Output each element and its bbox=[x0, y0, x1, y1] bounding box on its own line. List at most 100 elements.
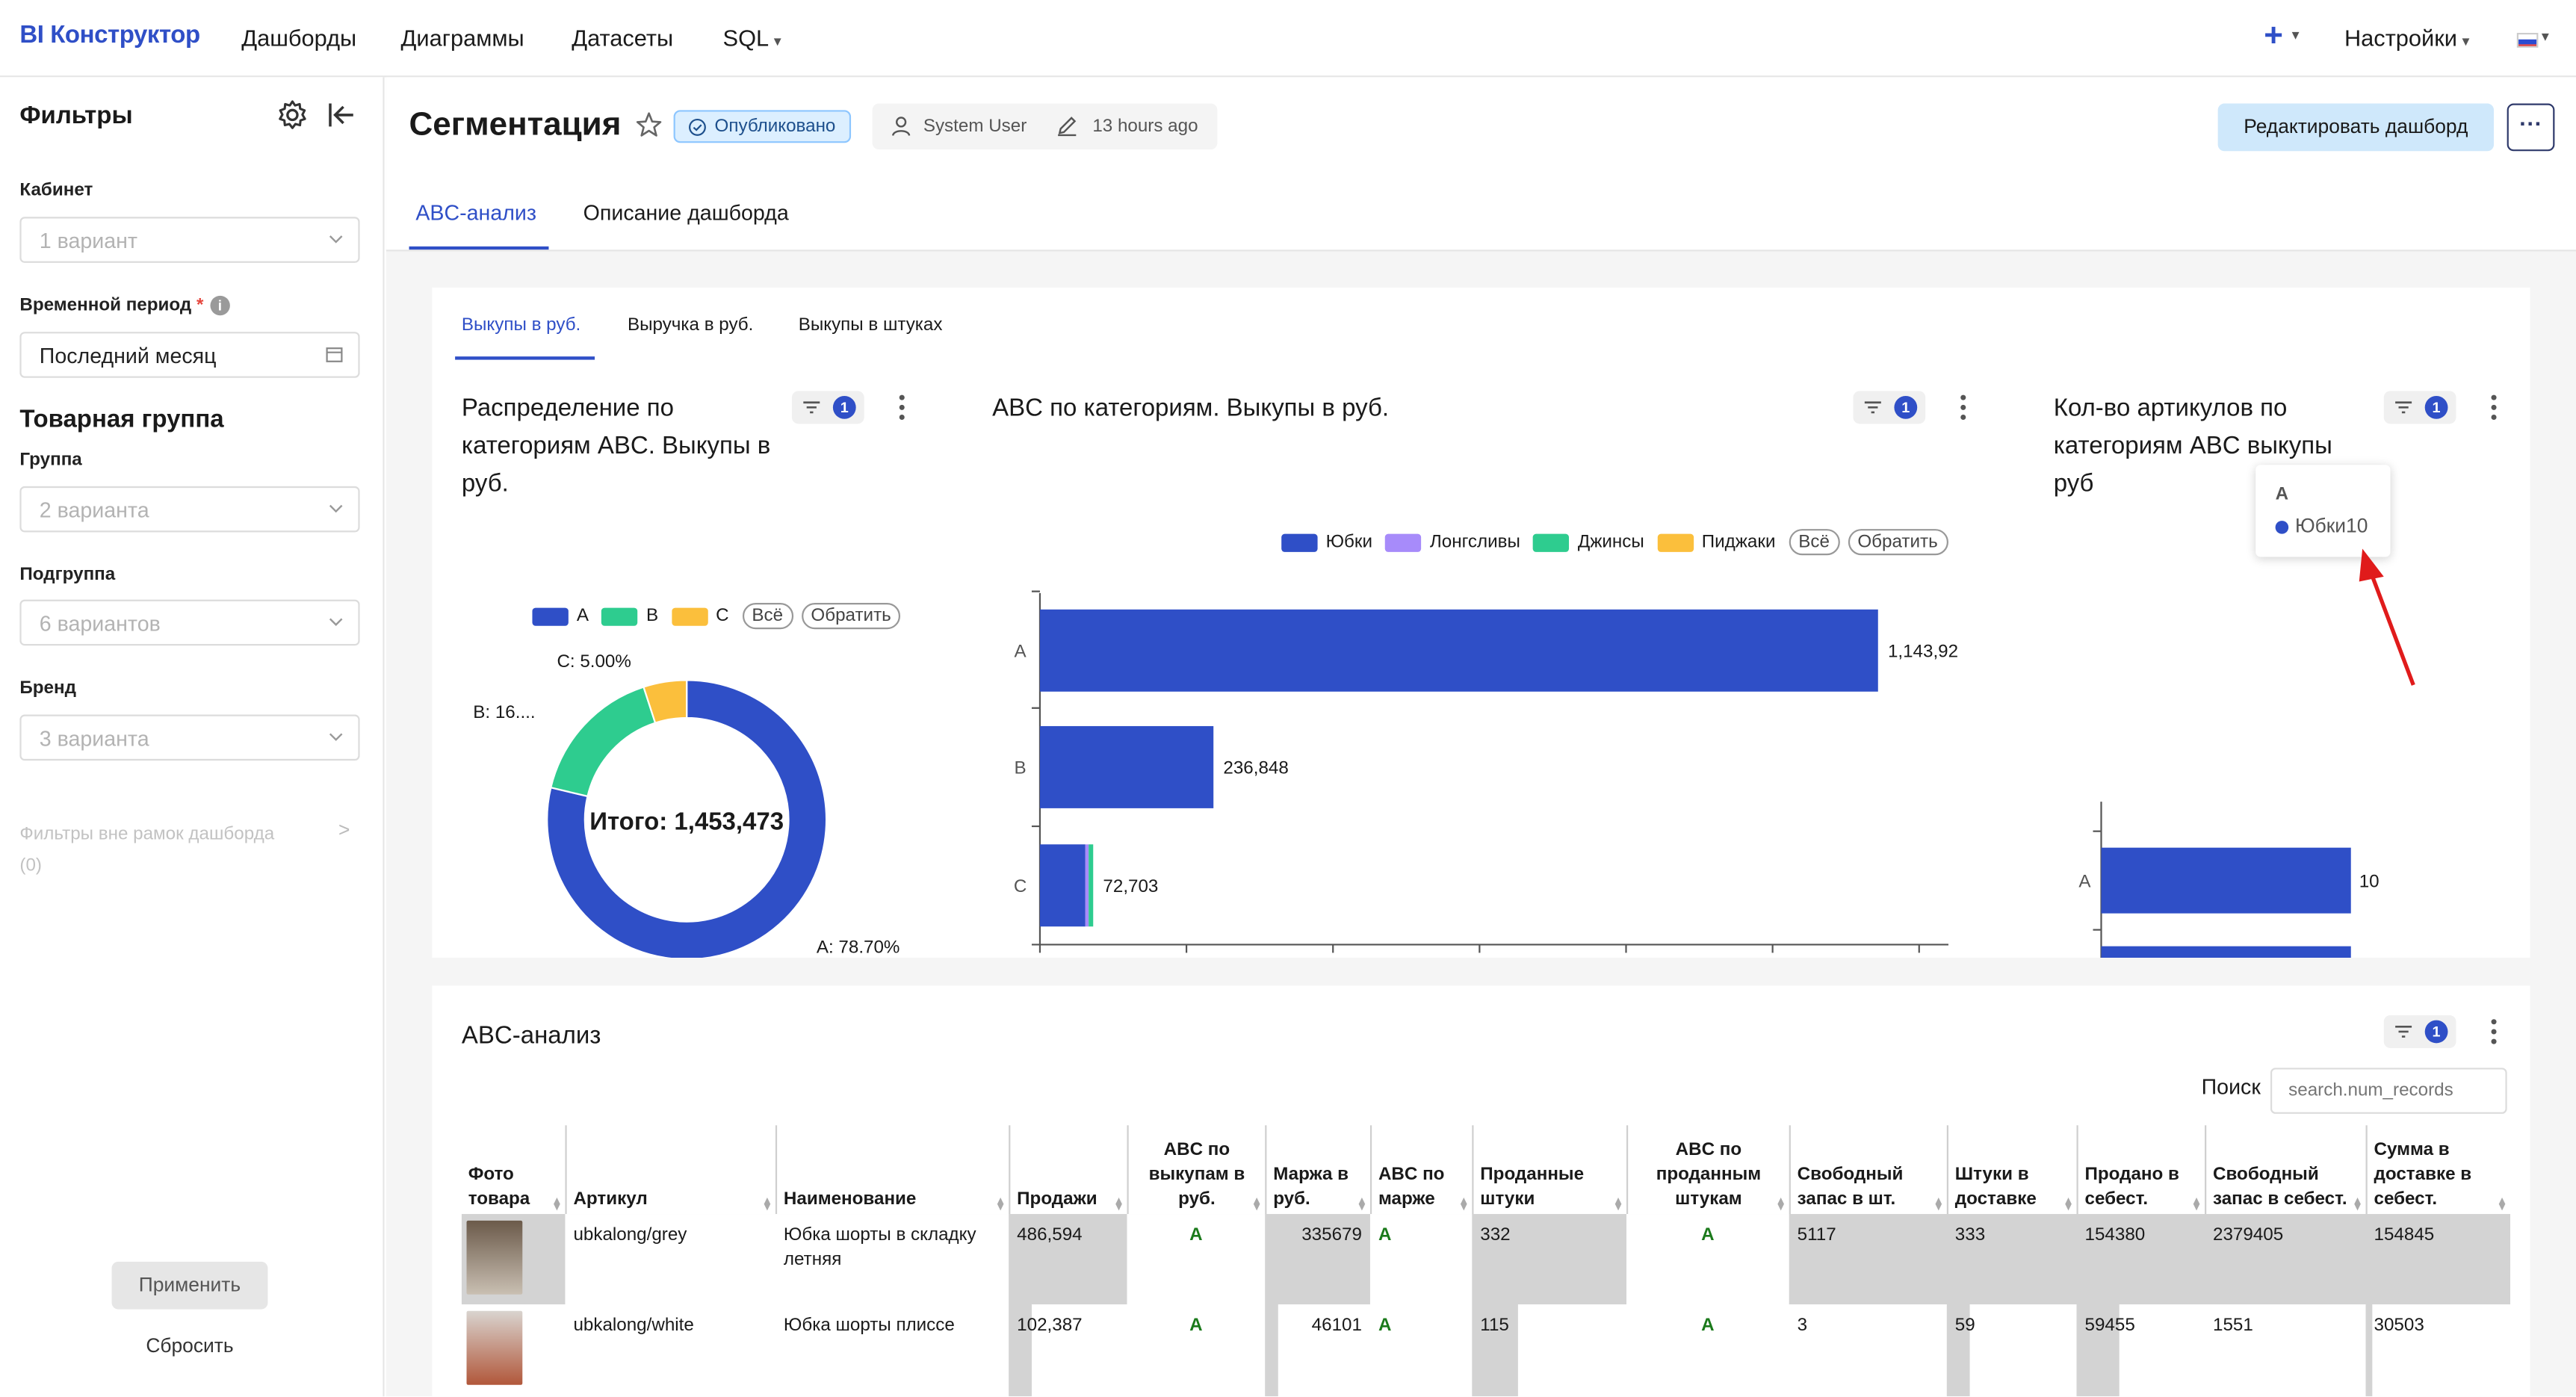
donut-center-label: Итого: 1,453,473 bbox=[589, 807, 784, 834]
sort-icon[interactable]: ▴ ▾ bbox=[997, 1192, 1004, 1215]
sort-icon[interactable]: ▴ ▾ bbox=[1253, 1192, 1260, 1215]
caret-down-icon[interactable]: ▾ bbox=[2541, 28, 2549, 45]
nav-charts[interactable]: Диаграммы bbox=[400, 24, 524, 52]
tab-description[interactable]: Описание дашборда bbox=[583, 200, 789, 226]
column-header[interactable]: Сумма в доставке в себест. ▴ ▾ bbox=[2365, 1125, 2511, 1219]
sort-icon[interactable]: ▴ ▾ bbox=[1358, 1192, 1366, 1215]
column-header[interactable]: Продажи ▴ ▾ bbox=[1009, 1125, 1127, 1219]
column-header-label: Продано в себест. bbox=[2084, 1165, 2179, 1209]
kebab-menu-icon[interactable] bbox=[895, 393, 908, 423]
kebab-menu-icon[interactable] bbox=[2487, 1017, 2501, 1047]
cell-bg bbox=[565, 1214, 1009, 1304]
subgroup-select[interactable]: 6 вариантов bbox=[19, 599, 360, 646]
product-photo[interactable] bbox=[466, 1310, 523, 1385]
column-header[interactable]: Свободный запас в шт. ▴ ▾ bbox=[1789, 1125, 1947, 1219]
sort-icon[interactable]: ▴ ▾ bbox=[1115, 1192, 1122, 1215]
info-icon[interactable]: i bbox=[210, 295, 230, 316]
legend-invert-button[interactable]: Обратить bbox=[1848, 529, 1948, 556]
chevron-right-icon[interactable]: > bbox=[338, 818, 350, 841]
sort-icon[interactable]: ▴ ▾ bbox=[554, 1192, 560, 1215]
nav-datasets[interactable]: Датасеты bbox=[572, 24, 674, 52]
legend-all-button[interactable]: Всё bbox=[1789, 529, 1840, 556]
legend-all-button[interactable]: Всё bbox=[742, 603, 793, 630]
legend-invert-button[interactable]: Обратить bbox=[801, 603, 901, 630]
table-cell: Юбка шорты в складку летняя bbox=[783, 1225, 976, 1270]
brand-select[interactable]: 3 варианта bbox=[19, 714, 360, 761]
legend-item-jeans[interactable]: Джинсы bbox=[1533, 532, 1644, 552]
legend-item-skirts[interactable]: Юбки bbox=[1281, 532, 1372, 552]
collapse-sidebar-icon[interactable] bbox=[325, 99, 358, 131]
table-cell: 486,594 bbox=[1017, 1225, 1083, 1245]
column-header[interactable]: ABC по марже ▴ ▾ bbox=[1369, 1125, 1472, 1219]
app-logo[interactable]: BI Конструктор bbox=[19, 21, 200, 49]
apply-button[interactable]: Применить bbox=[111, 1261, 268, 1310]
sort-icon[interactable]: ▴ ▾ bbox=[764, 1192, 771, 1215]
period-value: Последний месяц bbox=[39, 343, 217, 368]
subtab-buyouts-rub[interactable]: Выкупы в руб. bbox=[461, 315, 581, 335]
sort-icon[interactable]: ▴ ▾ bbox=[1777, 1192, 1785, 1215]
legend-item-longsleeves[interactable]: Лонгсливы bbox=[1385, 532, 1520, 552]
table-cell: A bbox=[1189, 1316, 1203, 1336]
sort-icon[interactable]: ▴ ▾ bbox=[2498, 1192, 2506, 1215]
column-header[interactable]: Маржа в руб. ▴ ▾ bbox=[1265, 1125, 1370, 1219]
tab-abc-analysis[interactable]: ABC-анализ bbox=[415, 200, 537, 226]
kebab-menu-icon[interactable] bbox=[2487, 393, 2501, 423]
period-select[interactable]: Последний месяц bbox=[19, 332, 360, 378]
column-header[interactable]: Артикул ▴ ▾ bbox=[565, 1125, 775, 1219]
column-header[interactable]: Продано в себест. ▴ ▾ bbox=[2076, 1125, 2205, 1219]
reset-button[interactable]: Сбросить bbox=[146, 1334, 234, 1357]
subtab-revenue-rub[interactable]: Выручка в руб. bbox=[628, 315, 754, 335]
legend-item-b[interactable]: B bbox=[601, 606, 658, 626]
column-header[interactable]: Наименование ▴ ▾ bbox=[775, 1125, 1009, 1219]
column-header-label: Фото товара bbox=[468, 1165, 530, 1209]
chevron-down-icon bbox=[329, 733, 343, 741]
sort-icon[interactable]: ▴ ▾ bbox=[2193, 1192, 2200, 1215]
star-icon[interactable] bbox=[634, 110, 664, 140]
column-header[interactable]: ABC по выкупам в руб. ▴ ▾ bbox=[1127, 1125, 1266, 1219]
cabinet-select[interactable]: 1 вариант bbox=[19, 217, 360, 263]
column-header[interactable]: ABC по проданным штукам ▴ ▾ bbox=[1626, 1125, 1789, 1219]
more-options-button[interactable]: ··· bbox=[2507, 103, 2555, 152]
table-cell: Юбка шорты плиссе bbox=[783, 1316, 955, 1336]
nav-dashboards[interactable]: Дашборды bbox=[241, 24, 357, 52]
table-filter-badge[interactable]: 1 bbox=[2383, 1015, 2456, 1048]
product-photo[interactable] bbox=[466, 1220, 523, 1295]
column-header[interactable]: Свободный запас в себест. ▴ ▾ bbox=[2205, 1125, 2366, 1219]
search-input[interactable] bbox=[2270, 1068, 2507, 1114]
donut-filter-badge[interactable]: 1 bbox=[791, 391, 864, 424]
table-cell: A bbox=[1378, 1225, 1392, 1245]
column-header[interactable]: Штуки в доставке ▴ ▾ bbox=[1946, 1125, 2077, 1219]
legend-item-jackets[interactable]: Пиджаки bbox=[1657, 532, 1775, 552]
gear-icon[interactable] bbox=[276, 99, 309, 131]
cell-data-bar bbox=[2076, 1304, 2120, 1397]
column-header[interactable]: Фото товара ▴ ▾ bbox=[462, 1125, 566, 1218]
active-subtab-indicator bbox=[455, 356, 595, 360]
subtab-buyouts-pcs[interactable]: Выкупы в штуках bbox=[798, 315, 943, 335]
sort-icon[interactable]: ▴ ▾ bbox=[1935, 1192, 1942, 1215]
charts-panel: Выкупы в руб. Выручка в руб. Выкупы в шт… bbox=[432, 287, 2530, 958]
column-header[interactable]: Проданные штуки ▴ ▾ bbox=[1472, 1125, 1626, 1219]
caret-down-icon[interactable]: ▾ bbox=[2291, 26, 2300, 43]
count-filter-badge[interactable]: 1 bbox=[2383, 391, 2456, 424]
outside-filters-link[interactable]: Фильтры вне рамок дашборда bbox=[19, 824, 275, 845]
edit-dashboard-button[interactable]: Редактировать дашборд bbox=[2217, 103, 2495, 152]
filter-icon bbox=[2395, 401, 2412, 414]
table-title: ABC-анализ bbox=[461, 1021, 601, 1050]
plus-icon[interactable]: + bbox=[2264, 18, 2283, 55]
kebab-menu-icon[interactable] bbox=[1957, 393, 1970, 423]
legend-item-a[interactable]: A bbox=[532, 606, 589, 626]
bar-filter-badge[interactable]: 1 bbox=[1853, 391, 1926, 424]
sort-icon[interactable]: ▴ ▾ bbox=[1460, 1192, 1467, 1215]
settings-menu[interactable]: Настройки ▾ bbox=[2344, 25, 2470, 51]
sort-icon[interactable]: ▴ ▾ bbox=[1614, 1192, 1622, 1215]
column-header-label: Наименование bbox=[783, 1189, 917, 1209]
legend-item-c[interactable]: C bbox=[671, 606, 729, 626]
donut-label-a: A: 78.70% bbox=[817, 937, 900, 957]
sort-icon[interactable]: ▴ ▾ bbox=[2065, 1192, 2072, 1215]
x-tick-label: 1,200,00 bbox=[1884, 955, 1954, 958]
nav-sql[interactable]: SQL ▾ bbox=[723, 25, 781, 51]
dashboard-title: Сегментация bbox=[409, 106, 622, 143]
sort-icon[interactable]: ▴ ▾ bbox=[2354, 1192, 2361, 1215]
group-select[interactable]: 2 варианта bbox=[19, 486, 360, 533]
language-flag-icon[interactable] bbox=[2516, 32, 2539, 48]
